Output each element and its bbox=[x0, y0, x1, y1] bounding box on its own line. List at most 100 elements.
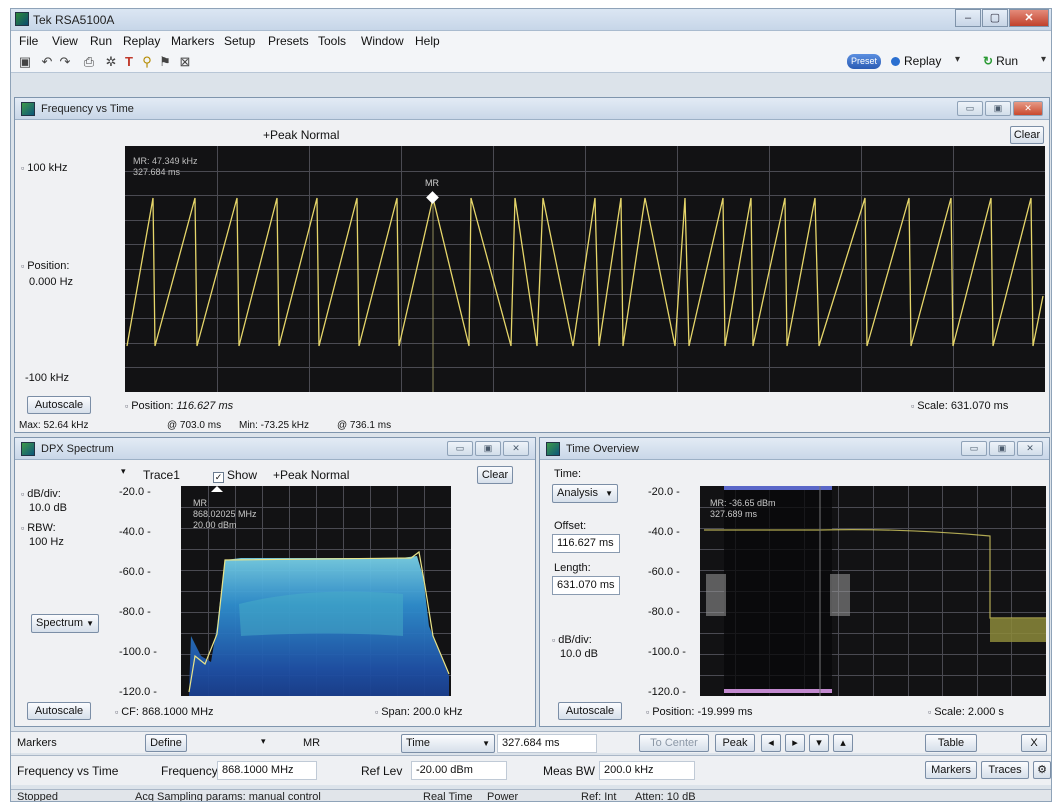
expand-icon[interactable]: ▫ bbox=[115, 707, 119, 717]
define-button[interactable]: Define bbox=[145, 734, 187, 752]
app-window: Tek RSA5100A – ▢ ✕ File View Run Replay … bbox=[10, 8, 1052, 802]
peak-down-icon[interactable]: ▾ bbox=[809, 734, 829, 752]
y-tick-label: -120.0 - bbox=[648, 686, 686, 698]
checkbox-icon[interactable]: ✓ bbox=[213, 472, 224, 483]
menu-run[interactable]: Run bbox=[90, 34, 113, 48]
expand-icon[interactable]: ▫ bbox=[21, 163, 25, 173]
expand-icon[interactable]: ▫ bbox=[552, 635, 556, 645]
prev-peak-icon[interactable]: ◂ bbox=[761, 734, 781, 752]
stats-min-at: @ 736.1 ms bbox=[337, 420, 392, 431]
trigger-icon[interactable]: ⚲ bbox=[142, 54, 152, 69]
expand-icon[interactable]: ▫ bbox=[911, 401, 915, 411]
frequency-field[interactable]: 868.1000 MHz bbox=[217, 761, 317, 780]
spectrum-select[interactable]: Spectrum ▼ bbox=[31, 614, 99, 633]
minimize-button[interactable]: – bbox=[955, 9, 981, 27]
markers-bar: Markers Define ▾ MR Time ▼ 327.684 ms To … bbox=[11, 731, 1051, 753]
dpx-marker-triangle[interactable] bbox=[211, 486, 223, 492]
peak-up-icon[interactable]: ▴ bbox=[833, 734, 853, 752]
menu-help[interactable]: Help bbox=[415, 34, 440, 48]
traces-button[interactable]: Traces bbox=[981, 761, 1029, 779]
clear-button[interactable]: Clear bbox=[1010, 126, 1044, 144]
dpx-peak-trace bbox=[188, 550, 450, 693]
length-field[interactable]: 631.070 ms bbox=[552, 576, 620, 595]
preset-button[interactable]: Preset bbox=[847, 54, 881, 69]
to-scale: ▫ Scale: 2.000 s bbox=[928, 706, 1004, 718]
close-icon[interactable]: ✕ bbox=[1013, 101, 1043, 116]
run-dropdown-icon[interactable]: ▾ bbox=[1041, 54, 1047, 65]
analysis-select[interactable]: Analysis ▼ bbox=[552, 484, 618, 503]
dpx-autoscale-button[interactable]: Autoscale bbox=[27, 702, 91, 720]
close-button[interactable]: ✕ bbox=[1009, 9, 1049, 27]
marker-time-field[interactable]: 327.684 ms bbox=[497, 734, 597, 753]
menu-window[interactable]: Window bbox=[361, 34, 404, 48]
acquire-icon[interactable]: ⊠ bbox=[179, 54, 191, 69]
offset-field[interactable]: 116.627 ms bbox=[552, 534, 620, 553]
restore-icon[interactable]: ▭ bbox=[447, 441, 473, 456]
table-button[interactable]: Table bbox=[925, 734, 977, 752]
menu-markers[interactable]: Markers bbox=[171, 34, 215, 48]
y-tick-label: -60.0 - bbox=[648, 566, 680, 578]
noise-floor-band bbox=[990, 618, 1046, 642]
markers-close-button[interactable]: X bbox=[1021, 734, 1047, 752]
menu-presets[interactable]: Presets bbox=[268, 34, 309, 48]
chevron-down-icon: ▼ bbox=[482, 739, 490, 748]
marker-diamond[interactable] bbox=[426, 191, 439, 204]
mr-select[interactable]: MR bbox=[303, 737, 321, 749]
dpx-titlebar: DPX Spectrum ▭ ▣ ✕ bbox=[15, 438, 535, 460]
ref-lev-field[interactable]: -20.00 dBm bbox=[411, 761, 507, 780]
expand-icon[interactable]: ▫ bbox=[375, 707, 379, 717]
replay-button[interactable]: Replay bbox=[891, 54, 941, 68]
expand-icon[interactable]: ▫ bbox=[646, 707, 650, 717]
undo-icon[interactable]: ↶ bbox=[41, 54, 53, 69]
dpx-plot[interactable]: MR 868.02025 MHz 20.00 dBm bbox=[181, 486, 451, 696]
close-icon[interactable]: ✕ bbox=[1017, 441, 1043, 456]
maximize-icon[interactable]: ▣ bbox=[989, 441, 1015, 456]
settings-icon[interactable]: ✲ bbox=[105, 54, 117, 69]
menu-setup[interactable]: Setup bbox=[224, 34, 256, 48]
autoscale-button[interactable]: Autoscale bbox=[27, 396, 91, 414]
expand-icon[interactable]: ▫ bbox=[21, 261, 25, 271]
expand-icon[interactable]: ▫ bbox=[21, 523, 25, 533]
dpx-clear-button[interactable]: Clear bbox=[477, 466, 513, 484]
dpx-marker-level: 20.00 dBm bbox=[193, 520, 237, 530]
peak-button[interactable]: Peak bbox=[715, 734, 755, 752]
redo-icon[interactable]: ↷ bbox=[59, 54, 71, 69]
show-checkbox[interactable]: ✓ Show bbox=[213, 468, 257, 483]
print-icon[interactable]: ⎙ bbox=[83, 54, 95, 69]
time-select[interactable]: Time ▼ bbox=[401, 734, 495, 753]
expand-icon[interactable]: ▫ bbox=[928, 707, 932, 717]
markers-settings-button[interactable]: Markers bbox=[925, 761, 977, 779]
run-button[interactable]: ↻ Run bbox=[983, 54, 1018, 68]
y-tick-label: -100.0 - bbox=[119, 646, 157, 658]
maximize-icon[interactable]: ▣ bbox=[985, 101, 1011, 116]
maximize-button[interactable]: ▢ bbox=[982, 9, 1008, 27]
to-db-div-label: ▫ dB/div: bbox=[552, 634, 592, 646]
close-icon[interactable]: ✕ bbox=[503, 441, 529, 456]
y-bottom-label: -100 kHz bbox=[25, 372, 70, 384]
restore-icon[interactable]: ▭ bbox=[957, 101, 983, 116]
next-peak-icon[interactable]: ▸ bbox=[785, 734, 805, 752]
mr-dropdown-icon[interactable]: ▾ bbox=[261, 736, 266, 746]
dpx-cf-text: CF: 868.1000 MHz bbox=[121, 706, 214, 718]
to-autoscale-button[interactable]: Autoscale bbox=[558, 702, 622, 720]
meas-bw-field[interactable]: 200.0 kHz bbox=[599, 761, 695, 780]
restore-icon[interactable]: ▭ bbox=[961, 441, 987, 456]
time-overview-plot[interactable]: MR: -36.65 dBm 327.689 ms bbox=[700, 486, 1046, 696]
menu-replay[interactable]: Replay bbox=[123, 34, 161, 48]
freq-time-plot[interactable]: MR MR: 47.349 kHz 327.684 ms bbox=[125, 146, 1045, 392]
to-center-button[interactable]: To Center bbox=[639, 734, 709, 752]
trace-label: +Peak Normal bbox=[263, 128, 340, 142]
expand-icon[interactable]: ▫ bbox=[125, 401, 129, 411]
replay-dropdown-icon[interactable]: ▾ bbox=[955, 54, 961, 65]
analysis-window[interactable] bbox=[724, 486, 832, 696]
menu-file[interactable]: File bbox=[19, 34, 39, 48]
menu-tools[interactable]: Tools bbox=[318, 34, 347, 48]
maximize-icon[interactable]: ▣ bbox=[475, 441, 501, 456]
save-icon[interactable]: ▣ bbox=[18, 54, 32, 69]
trace-dropdown-icon[interactable]: ▾ bbox=[121, 466, 126, 476]
gear-icon[interactable]: ⚙ bbox=[1033, 761, 1051, 779]
trace-icon[interactable]: T bbox=[125, 54, 133, 69]
menu-view[interactable]: View bbox=[52, 34, 78, 48]
marker-icon[interactable]: ⚑ bbox=[159, 54, 171, 69]
expand-icon[interactable]: ▫ bbox=[21, 489, 25, 499]
